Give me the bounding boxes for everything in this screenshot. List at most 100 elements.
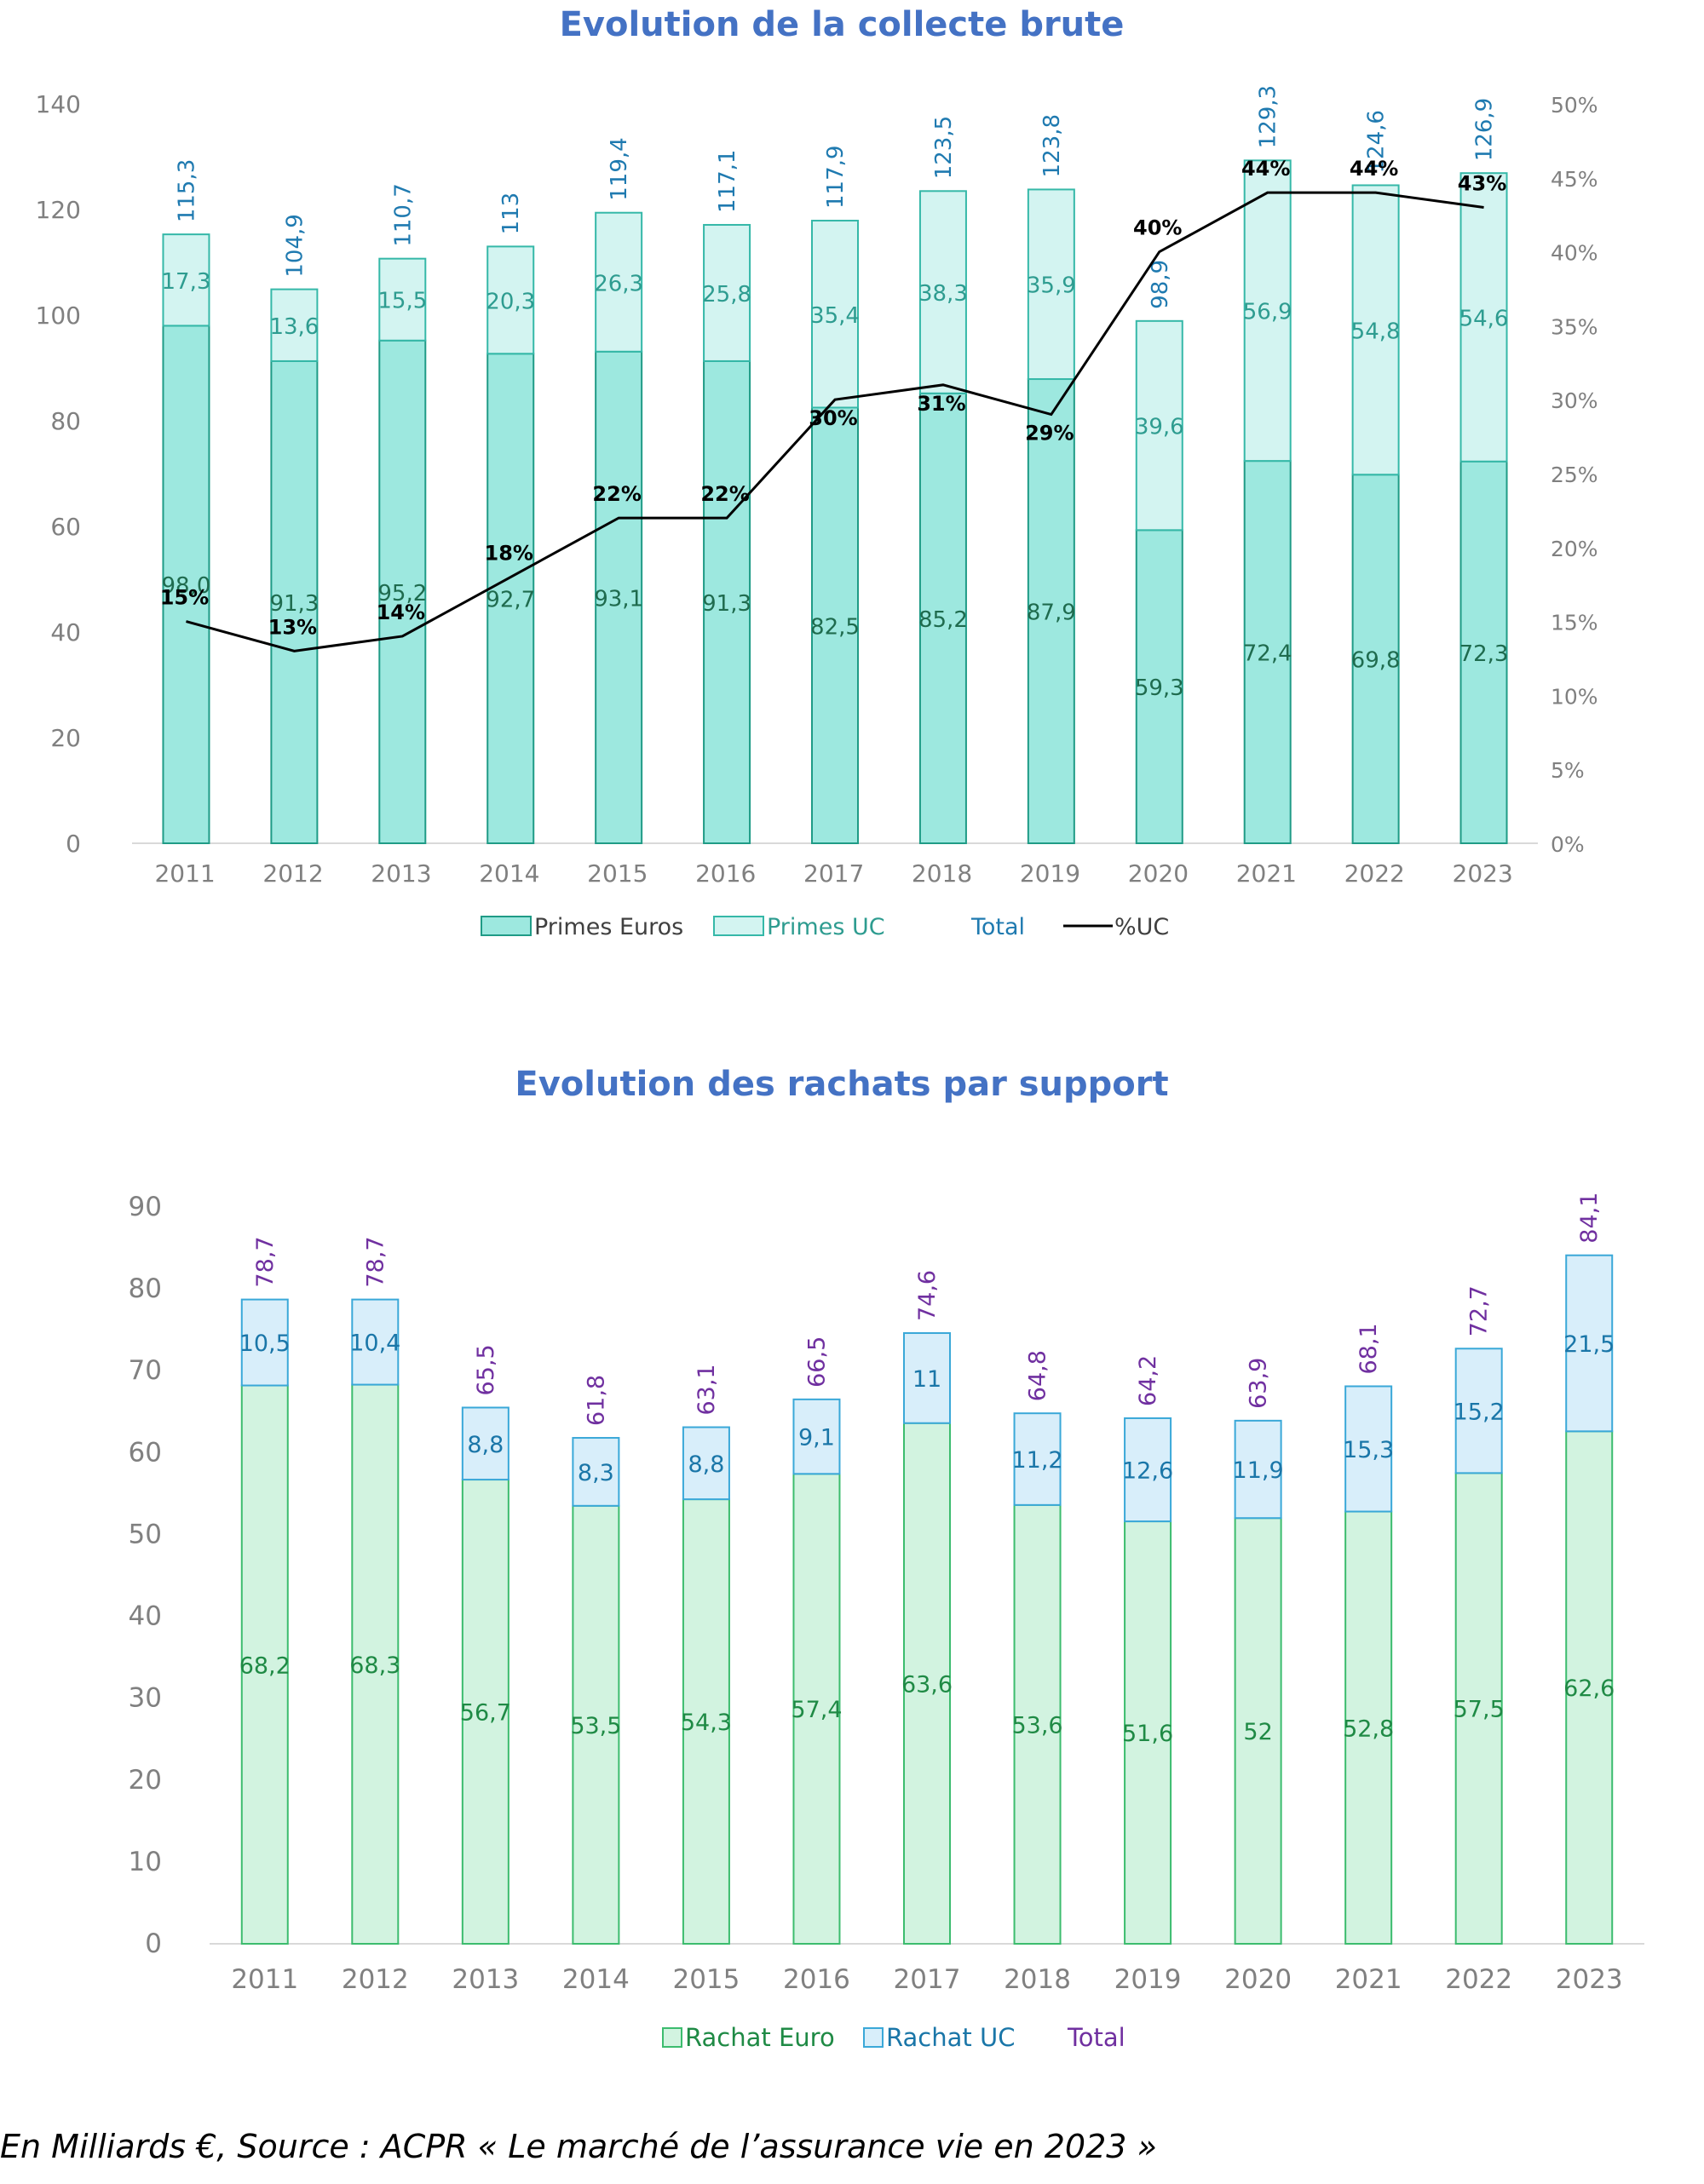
x-tick-label: 2017: [803, 859, 864, 888]
y2-tick-label: 5%: [1551, 758, 1585, 783]
x-tick-label: 2019: [1114, 1964, 1182, 1995]
bar-rachat-euro: [1344, 1510, 1393, 1945]
bar-primes-uc: [162, 233, 210, 327]
data-label-primes-euros: 82,5: [810, 614, 860, 640]
x-tick-label: 2023: [1453, 859, 1513, 888]
data-label-total: 78,7: [252, 1236, 279, 1287]
y-tick-label: 70: [129, 1355, 162, 1386]
data-label-total: 110,7: [390, 183, 416, 246]
data-label-pct-uc: 31%: [917, 392, 965, 416]
data-label-primes-uc: 35,9: [1027, 273, 1076, 299]
bar-primes-euros: [703, 359, 751, 844]
bar-primes-uc: [811, 220, 859, 409]
x-tick-label: 2016: [695, 859, 756, 888]
x-tick-label: 2017: [894, 1964, 961, 1995]
bar-rachat-euro: [1565, 1430, 1614, 1945]
bar-rachat-uc: [351, 1298, 400, 1386]
x-tick-label: 2020: [1128, 859, 1189, 888]
x-tick-label: 2018: [912, 859, 972, 888]
x-tick-label: 2013: [371, 859, 431, 888]
y2-tick-label: 25%: [1551, 463, 1598, 487]
legend-label-rachat-euro: Rachat Euro: [685, 2023, 835, 2052]
data-label-primes-euros: 91,3: [702, 591, 751, 617]
bar-rachat-uc: [572, 1437, 620, 1507]
chart-title-collecte: Evolution de la collecte brute: [559, 5, 1125, 44]
data-label-primes-uc: 35,4: [810, 303, 860, 329]
data-label-pct-uc: 40%: [1133, 216, 1182, 240]
bar-rachat-euro: [1234, 1517, 1282, 1945]
chart-title-rachats: Evolution des rachats par support: [515, 1065, 1169, 1104]
y2-tick-label: 15%: [1551, 611, 1598, 635]
data-label-primes-euros: 91,3: [269, 591, 319, 617]
y-tick-label: 30: [129, 1683, 162, 1714]
x-tick-label: 2012: [262, 859, 323, 888]
data-label-primes-euros: 59,3: [1135, 675, 1184, 701]
bar-primes-uc: [1351, 184, 1400, 476]
bar-primes-euros: [1459, 460, 1508, 844]
data-label-primes-uc: 17,3: [162, 269, 211, 295]
data-label-rachat-uc: 11: [912, 1366, 941, 1393]
data-label-primes-euros: 72,4: [1243, 641, 1292, 667]
bar-rachat-euro: [1124, 1520, 1172, 1945]
bar-primes-euros: [595, 350, 643, 844]
source-footnote: En Milliards €, Source : ACPR « Le march…: [0, 2128, 1157, 2165]
x-tick-label: 2013: [452, 1964, 519, 1995]
legend-swatch-primes-uc: [713, 916, 764, 936]
legend-label-primes-uc: Primes UC: [767, 914, 885, 940]
data-label-primes-uc: 13,6: [269, 314, 319, 340]
data-label-primes-euros: 93,1: [594, 586, 643, 612]
data-label-pct-uc: 22%: [700, 482, 749, 506]
bar-rachat-uc: [240, 1298, 289, 1387]
data-label-rachat-uc: 21,5: [1563, 1331, 1615, 1358]
data-label-total: 66,5: [803, 1336, 830, 1388]
y2-tick-label: 30%: [1551, 388, 1598, 413]
data-label-primes-euros: 69,8: [1351, 648, 1401, 674]
x-tick-label: 2012: [342, 1964, 409, 1995]
data-label-rachat-euro: 63,6: [901, 1671, 953, 1698]
data-label-primes-uc: 15,5: [377, 289, 427, 314]
bar-primes-euros: [1351, 474, 1400, 844]
data-label-rachat-euro: 68,2: [239, 1652, 291, 1679]
bar-rachat-euro: [903, 1422, 951, 1945]
data-label-pct-uc: 44%: [1241, 157, 1290, 181]
x-tick-label: 2022: [1445, 1964, 1512, 1995]
data-label-pct-uc: 44%: [1350, 157, 1398, 181]
bar-rachat-euro: [792, 1473, 841, 1945]
x-tick-label: 2014: [479, 859, 539, 888]
bar-primes-uc: [378, 257, 427, 342]
x-tick-label: 2021: [1236, 859, 1297, 888]
bar-rachat-euro: [682, 1498, 730, 1945]
bar-primes-uc: [1135, 319, 1183, 532]
data-label-total: 124,6: [1364, 110, 1390, 173]
data-label-rachat-euro: 52: [1243, 1719, 1272, 1745]
bar-rachat-uc: [1565, 1254, 1614, 1433]
data-label-total: 72,7: [1466, 1285, 1493, 1336]
y-tick-label: 140: [36, 90, 81, 118]
y2-tick-label: 10%: [1551, 684, 1598, 709]
bar-rachat-uc: [1013, 1412, 1062, 1506]
data-label-pct-uc: 18%: [485, 542, 533, 566]
bar-primes-euros: [1027, 378, 1075, 844]
y2-tick-label: 20%: [1551, 537, 1598, 561]
bar-rachat-uc: [792, 1398, 841, 1475]
data-label-total: 84,1: [1576, 1193, 1603, 1244]
bar-rachat-uc: [461, 1406, 509, 1481]
data-label-rachat-euro: 52,8: [1343, 1716, 1394, 1742]
legend-swatch-rachat-uc: [863, 2027, 884, 2048]
y-tick-label: 0: [66, 830, 81, 858]
data-label-primes-uc: 25,8: [702, 282, 751, 307]
y-tick-label: 40: [129, 1601, 162, 1632]
data-label-rachat-euro: 56,7: [460, 1700, 511, 1727]
bar-primes-euros: [811, 406, 859, 844]
data-label-total: 63,9: [1246, 1358, 1272, 1409]
y2-tick-label: 40%: [1551, 241, 1598, 266]
x-tick-label: 2016: [783, 1964, 850, 1995]
data-label-rachat-uc: 11,9: [1233, 1457, 1284, 1484]
x-tick-label: 2011: [231, 1964, 298, 1995]
legend-swatch-rachat-euro: [662, 2027, 682, 2048]
y2-tick-label: 45%: [1551, 167, 1598, 192]
legend-label-pct-uc: %UC: [1114, 914, 1169, 940]
bar-rachat-uc: [903, 1332, 951, 1424]
y-tick-label: 10: [129, 1847, 162, 1877]
bar-primes-uc: [595, 211, 643, 353]
